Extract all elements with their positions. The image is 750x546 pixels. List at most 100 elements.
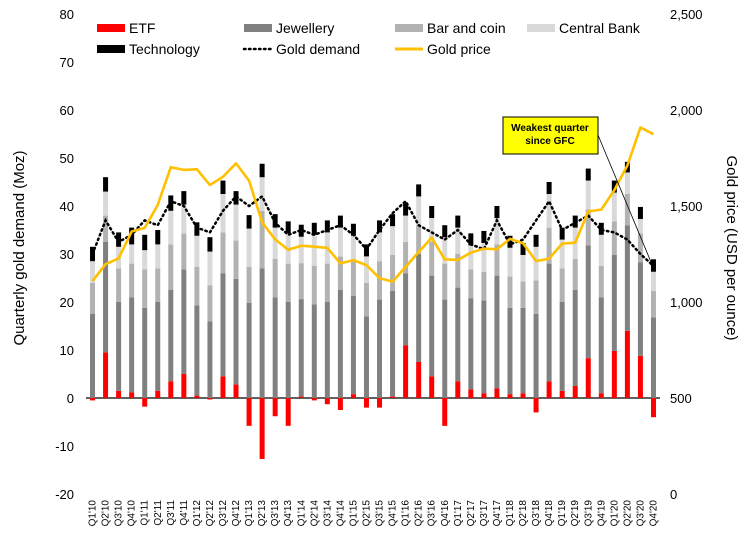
x-tick-label: Q3'11 <box>166 500 177 526</box>
bar-central-bank <box>624 172 630 194</box>
x-axis-ticks: Q1'10 Q2'10 Q3'10 Q4'10 Q1'11 Q2'11 Q3'11 Q4'11… <box>88 500 660 527</box>
bar-technology <box>637 206 643 219</box>
bar-technology <box>507 235 513 248</box>
bar-jewellery <box>155 302 161 391</box>
x-tick-label: Q1'11 <box>140 500 151 526</box>
bar-jewellery <box>533 314 539 398</box>
right-tick-label: 500 <box>670 391 692 406</box>
left-tick-label: 20 <box>60 295 74 310</box>
x-tick-label: Q3'13 <box>270 500 281 527</box>
x-tick-label: Q4'18 <box>544 500 555 527</box>
bar-technology <box>455 215 461 228</box>
bars-layer <box>90 161 656 459</box>
annotation-box <box>502 116 599 155</box>
bar-etf <box>429 376 435 398</box>
bar-central-bank <box>220 194 226 233</box>
bar-bar-and-coin <box>116 268 122 302</box>
bar-central-bank <box>142 250 148 270</box>
bar-technology <box>324 220 330 233</box>
left-tick-label: 0 <box>67 391 74 406</box>
bar-bar-and-coin <box>324 263 330 302</box>
bar-etf <box>155 390 161 398</box>
bar-jewellery <box>520 307 526 394</box>
bar-jewellery <box>455 287 461 382</box>
bar-bar-and-coin <box>259 210 265 269</box>
bar-technology <box>468 233 474 246</box>
bar-etf <box>416 362 422 398</box>
bar-jewellery <box>220 273 226 377</box>
left-tick-label: 40 <box>60 199 74 214</box>
bar-etf <box>285 398 291 426</box>
x-tick-label: Q1'20 <box>609 500 620 527</box>
legend: ETF Jewellery Bar and coin Central Bank Tech… <box>97 20 641 57</box>
bar-etf <box>142 398 148 407</box>
x-tick-label: Q1'15 <box>348 500 359 527</box>
bar-etf <box>298 396 304 398</box>
bar-etf <box>246 398 252 426</box>
bar-jewellery <box>468 298 474 390</box>
bar-central-bank <box>455 227 461 254</box>
bar-technology <box>520 242 526 255</box>
x-tick-label: Q3'12 <box>218 500 229 527</box>
left-tick-label: 30 <box>60 247 74 262</box>
bar-jewellery <box>611 254 617 351</box>
bar-etf <box>116 390 122 398</box>
left-tick-label: 70 <box>60 55 74 70</box>
bar-bar-and-coin <box>494 244 500 276</box>
bar-jewellery <box>494 275 500 389</box>
bar-central-bank <box>90 261 96 283</box>
bar-bar-and-coin <box>533 280 539 314</box>
bar-etf <box>559 390 565 398</box>
bar-jewellery <box>285 302 291 398</box>
bar-bar-and-coin <box>233 240 239 279</box>
x-tick-label: Q4'11 <box>179 500 190 526</box>
bar-technology <box>298 224 304 237</box>
left-axis-ticks: -20 -10 0 10 20 30 40 50 60 70 80 <box>55 7 74 502</box>
bar-central-bank <box>233 204 239 241</box>
bar-jewellery <box>572 290 578 386</box>
bar-jewellery <box>403 273 409 346</box>
bar-etf <box>533 398 539 413</box>
bar-technology <box>246 215 252 229</box>
bar-central-bank <box>272 227 278 259</box>
annotation-arrow <box>597 134 654 269</box>
bar-central-bank <box>533 246 539 281</box>
legend-label: ETF <box>129 20 155 36</box>
bar-jewellery <box>298 299 304 397</box>
bar-etf <box>585 358 591 398</box>
bar-technology <box>494 206 500 218</box>
bar-jewellery <box>116 302 122 391</box>
bar-technology <box>546 182 552 194</box>
legend-swatch <box>97 45 125 53</box>
bar-etf <box>337 398 343 410</box>
bar-etf <box>350 394 356 398</box>
x-tick-label: Q2'18 <box>518 500 529 527</box>
bar-etf <box>233 384 239 398</box>
left-tick-label: -10 <box>55 439 74 454</box>
bar-jewellery <box>650 317 656 398</box>
bar-etf <box>546 381 552 398</box>
bar-bar-and-coin <box>363 282 369 317</box>
bar-bar-and-coin <box>637 233 643 263</box>
bar-technology <box>598 222 604 235</box>
bar-bar-and-coin <box>350 259 356 296</box>
bar-technology <box>220 180 226 194</box>
bar-central-bank <box>416 196 422 226</box>
bar-bar-and-coin <box>572 258 578 290</box>
bar-jewellery <box>442 299 448 398</box>
bar-central-bank <box>363 256 369 283</box>
bar-etf <box>520 393 526 398</box>
bar-central-bank <box>637 218 643 234</box>
bar-jewellery <box>168 290 174 382</box>
x-tick-label: Q1'16 <box>401 500 412 527</box>
x-tick-label: Q3'15 <box>375 500 386 527</box>
x-tick-label: Q2'14 <box>309 500 320 527</box>
x-tick-label: Q3'10 <box>114 500 125 527</box>
x-tick-label: Q4'15 <box>388 500 399 527</box>
x-tick-label: Q4'12 <box>231 500 242 527</box>
bar-technology <box>442 225 448 238</box>
bar-bar-and-coin <box>559 268 565 302</box>
bar-bar-and-coin <box>168 244 174 290</box>
bar-etf <box>481 393 487 398</box>
bar-jewellery <box>272 297 278 398</box>
